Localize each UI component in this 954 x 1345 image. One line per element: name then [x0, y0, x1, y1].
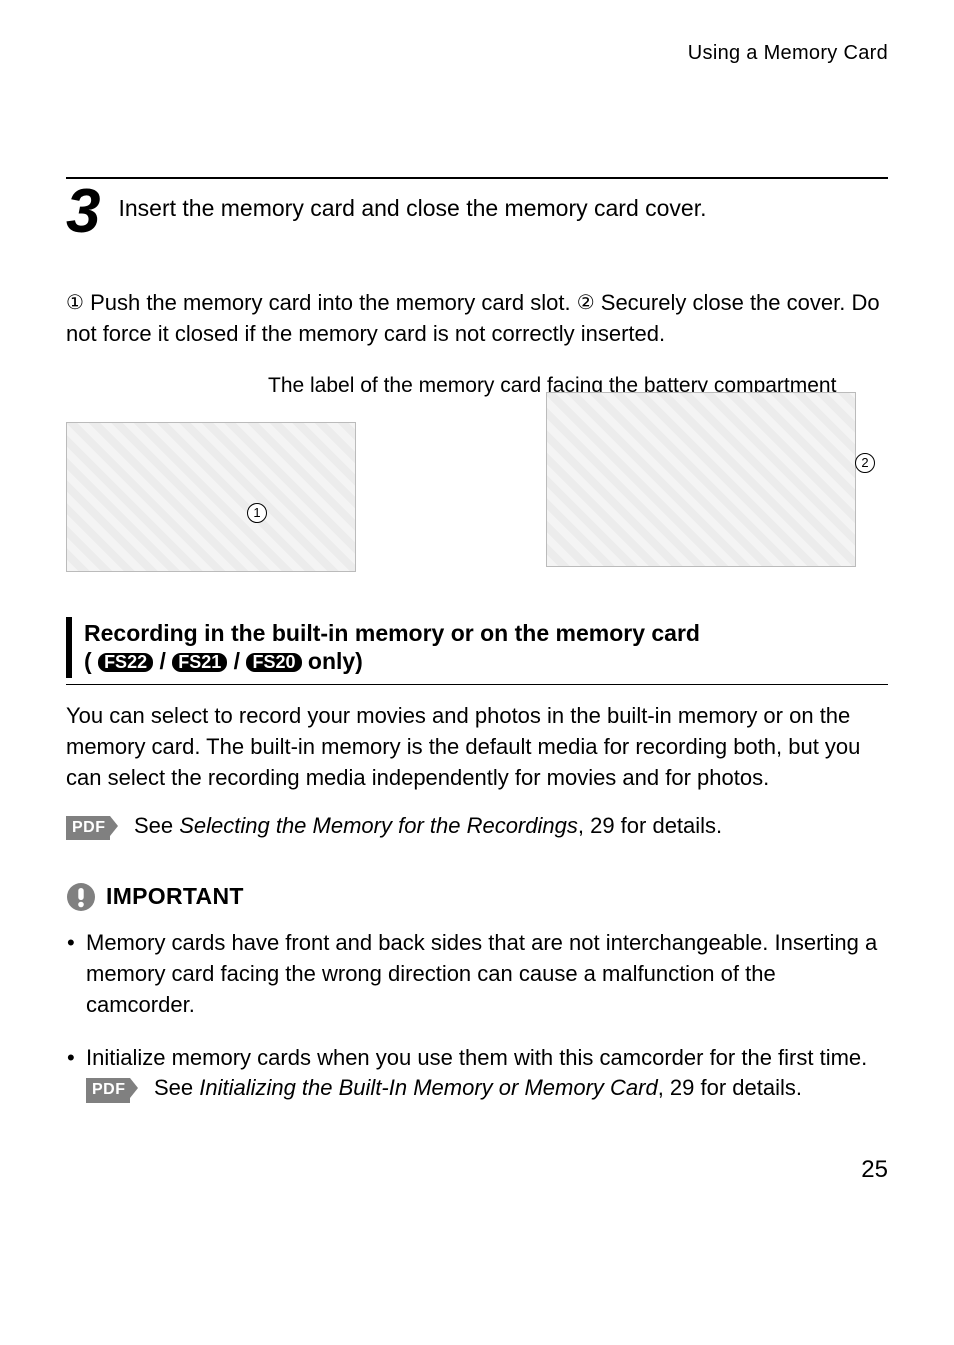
page-header: Using a Memory Card: [66, 40, 888, 67]
figure-badge-1: 1: [247, 503, 267, 523]
illustration-placeholder: 1: [66, 422, 356, 572]
step-title: Insert the memory card and close the mem…: [118, 181, 706, 224]
pdf-reference-line: PDF See Selecting the Memory for the Rec…: [66, 811, 888, 841]
step-body-text-1: Push the memory card into the memory car…: [90, 290, 577, 315]
important-item-2-ref: Initializing the Built-In Memory or Memo…: [199, 1075, 657, 1100]
slash: /: [227, 648, 246, 674]
section-heading-line1: Recording in the built-in memory or on t…: [84, 619, 888, 648]
pdf-after: , 29 for details.: [578, 813, 722, 838]
list-item: Memory cards have front and back sides t…: [66, 928, 888, 1020]
page-number: 25: [66, 1154, 888, 1186]
list-item: Initialize memory cards when you use the…: [66, 1043, 888, 1105]
section-divider: [66, 684, 888, 685]
step-number: 3: [66, 181, 100, 243]
important-list: Memory cards have front and back sides t…: [66, 928, 888, 1104]
paren-close: only): [302, 648, 363, 674]
section-heading-block: Recording in the built-in memory or on t…: [66, 617, 888, 679]
figure-left: 1: [66, 422, 356, 572]
important-item-2a: Initialize memory cards when you use the…: [86, 1045, 867, 1070]
important-item-1: Memory cards have front and back sides t…: [86, 930, 877, 1017]
pdf-ref-title: Selecting the Memory for the Recordings: [179, 813, 578, 838]
step-body: ① Push the memory card into the memory c…: [66, 288, 888, 350]
important-item-2-after: , 29 for details.: [658, 1075, 802, 1100]
pdf-icon: PDF: [66, 816, 110, 840]
circled-2: ②: [577, 289, 595, 317]
section-body: You can select to record your movies and…: [66, 701, 888, 793]
pdf-see: See: [128, 813, 179, 838]
circled-1: ①: [66, 289, 84, 317]
figure-right: 2: [546, 392, 856, 567]
important-icon: [66, 882, 96, 912]
important-item-2-see: See: [148, 1075, 199, 1100]
model-badge-fs22: FS22: [98, 653, 153, 672]
paren-open: (: [84, 648, 98, 674]
pdf-icon: PDF: [86, 1078, 130, 1102]
slash: /: [153, 648, 172, 674]
divider: [66, 177, 888, 179]
model-badge-fs20: FS20: [246, 653, 301, 672]
figure-area: The label of the memory card facing the …: [66, 372, 888, 582]
illustration-placeholder: 2: [546, 392, 856, 567]
important-label: IMPORTANT: [106, 881, 244, 912]
step-block: 3 Insert the memory card and close the m…: [66, 181, 888, 243]
important-header: IMPORTANT: [66, 881, 888, 912]
figure-badge-2: 2: [855, 453, 875, 473]
section-heading-line2: ( FS22 / FS21 / FS20 only): [84, 647, 888, 676]
model-badge-fs21: FS21: [172, 653, 227, 672]
